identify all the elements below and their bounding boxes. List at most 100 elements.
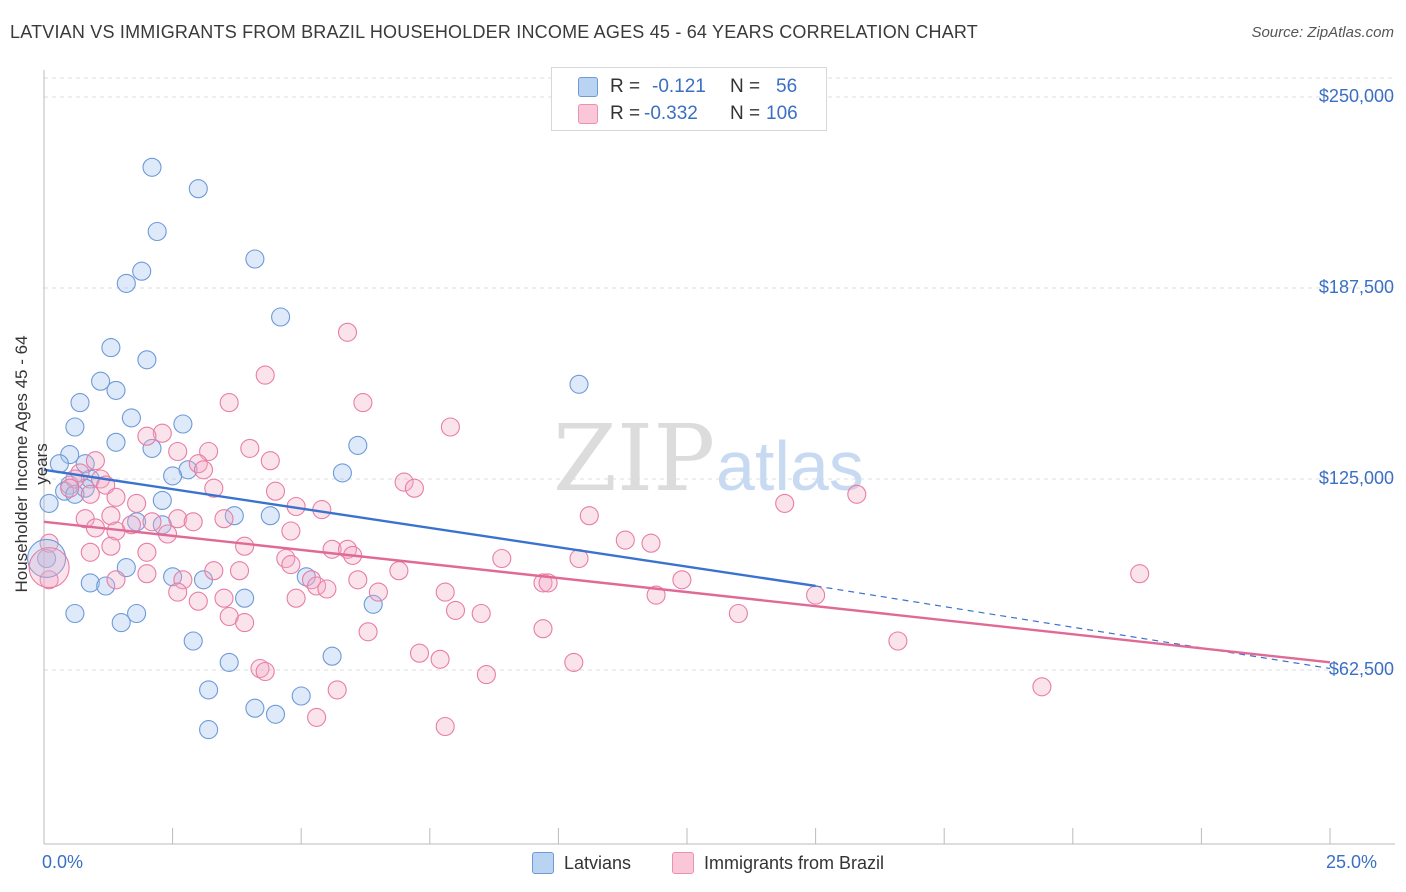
legend-r-value-latvians: -0.121	[652, 76, 706, 97]
legend-label-brazil: Immigrants from Brazil	[704, 852, 885, 873]
latvians-trend-line	[43, 468, 816, 588]
brazil-point-70	[317, 579, 337, 599]
latvians-point-47	[363, 594, 383, 614]
brazil-point-26	[80, 484, 100, 504]
brazil-point-9	[168, 441, 188, 462]
latvians-point-29	[65, 484, 85, 504]
axes	[43, 70, 1395, 845]
latvians-point-44	[65, 603, 85, 624]
brazil-point-53	[492, 548, 512, 569]
latvians-point-36	[37, 548, 57, 569]
brazil-point-60	[301, 570, 322, 590]
legend-item-latvians[interactable]: Latvians	[532, 852, 631, 874]
brazil-point-27	[106, 487, 126, 507]
brazil-point-92	[255, 661, 275, 682]
latvians-point-12	[70, 393, 90, 413]
brazil-point-80	[471, 603, 491, 624]
brazil-point-50	[137, 542, 157, 562]
brazil-point-41	[281, 521, 301, 541]
brazil-point-35	[183, 512, 203, 532]
brazil-point-33	[142, 512, 162, 532]
brazil-point-8	[199, 441, 219, 462]
latvians-point-23	[332, 463, 352, 483]
brazil-point-49	[80, 542, 100, 562]
brazil-point-71	[168, 582, 188, 602]
legend-label-latvians: Latvians	[564, 852, 632, 873]
stats-legend: R = -0.121 N = 56 R = -0.332 N = 106	[551, 67, 827, 131]
legend-n-value-latvians: 56	[776, 76, 798, 97]
brazil-point-59	[137, 564, 157, 584]
latvians-legend-swatch	[532, 852, 554, 874]
latvians-point-54	[199, 720, 219, 740]
legend-row-brazil: R = -0.332 N = 106	[552, 102, 826, 126]
brazil-point-18	[204, 478, 224, 498]
series-legend: Latvians Immigrants from Brazil	[0, 852, 1406, 878]
latvians-point-50	[219, 652, 239, 672]
brazil-point-73	[435, 582, 455, 602]
brazil-point-91	[250, 658, 270, 679]
brazil-point-78	[214, 588, 234, 608]
brazil-point-57	[204, 561, 224, 581]
brazil-point-23	[847, 484, 867, 504]
legend-row-latvians: R = -0.121 N = 56	[552, 75, 826, 99]
brazil-point-89	[564, 652, 584, 672]
latvians-point-33	[260, 506, 280, 526]
latvians-point-2	[147, 221, 167, 242]
brazil-point-75	[806, 585, 826, 605]
y-axis-label: Householder Income Ages 45 - 64 years	[12, 335, 51, 593]
brazil-point-7	[240, 438, 260, 458]
brazil-point-95	[435, 716, 455, 737]
brazil-point-52	[276, 548, 296, 569]
latvians-point-28	[55, 481, 75, 501]
trend-lines	[43, 468, 1331, 670]
latvians-point-52	[291, 686, 311, 706]
latvians-point-55	[265, 704, 286, 724]
brazil-point-3	[353, 393, 373, 413]
y-tick-label-1: $125,000	[1318, 468, 1394, 488]
latvians-point-14	[173, 414, 193, 434]
latvians-point-53	[245, 698, 265, 718]
brazil-point-90	[476, 665, 496, 685]
latvians-point-31	[39, 493, 59, 513]
brazil-point-65	[1130, 564, 1150, 584]
latvians-point-16	[106, 432, 126, 452]
latvians-point-51	[199, 680, 219, 700]
brazil-swatch	[578, 104, 598, 124]
brazil-point-61	[348, 570, 368, 590]
latvians-point-15	[65, 417, 85, 437]
legend-r-label: R =	[610, 76, 641, 97]
brazil-point-58	[389, 561, 409, 581]
brazil-point-94	[307, 707, 327, 727]
brazil-point-42	[235, 536, 255, 556]
watermark-atlas: atlas	[716, 427, 864, 505]
latvians-point-7	[101, 338, 121, 358]
brazil-point-5	[152, 423, 172, 443]
brazil-point-4	[440, 417, 460, 437]
legend-r-value-brazil: -0.332	[644, 103, 698, 124]
latvians-point-24	[163, 466, 183, 486]
brazil-point-85	[358, 622, 378, 642]
brazil-point-93	[327, 680, 347, 700]
legend-item-brazil[interactable]: Immigrants from Brazil	[672, 852, 884, 874]
latvians-point-0	[142, 157, 162, 177]
chart-title: LATVIAN VS IMMIGRANTS FROM BRAZIL HOUSEH…	[10, 22, 978, 42]
y-tick-label-0: $62,500	[1328, 659, 1394, 679]
latvians-point-42	[96, 576, 116, 596]
source-label: Source: ZipAtlas.com	[1251, 24, 1394, 41]
brazil-point-1	[255, 365, 275, 385]
latvians-point-1	[188, 179, 208, 199]
brazil-point-24	[775, 493, 795, 513]
brazil-point-34	[168, 509, 188, 529]
legend-n-label: N =	[730, 76, 761, 97]
latvians-point-48	[183, 631, 203, 651]
brazil-point-45	[615, 530, 635, 550]
brazil-point-32	[101, 506, 121, 526]
brazil-point-72	[368, 582, 388, 602]
brazil-point-62	[672, 570, 692, 590]
brazil-cluster-point	[28, 547, 70, 589]
brazil-point-10	[260, 451, 280, 471]
brazil-point-13	[193, 460, 214, 480]
brazil-point-66	[39, 570, 59, 590]
brazil-legend-swatch	[672, 852, 694, 874]
